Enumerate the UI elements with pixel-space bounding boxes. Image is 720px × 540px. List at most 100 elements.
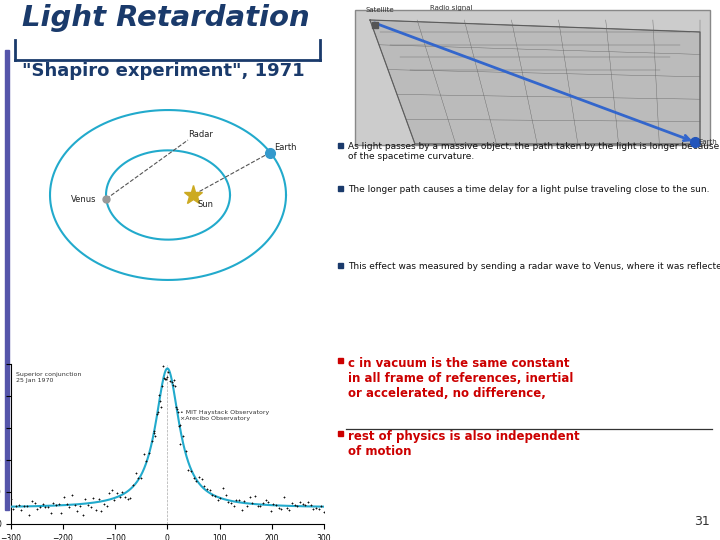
Point [40,503,51,511]
Point [238,496,250,505]
Point [69,501,81,509]
Point [159,374,171,383]
Bar [338,143,343,148]
Point [93,495,104,504]
Point [143,449,155,457]
Point [35,503,46,511]
Point [117,488,128,496]
Point [244,492,256,501]
Point [50,501,62,509]
Point [222,497,234,506]
Point [61,500,73,509]
Point [279,493,290,502]
Point [233,496,245,505]
Point [140,456,152,465]
Point [202,484,213,493]
Point [169,382,181,390]
Point [217,484,229,492]
Point [287,498,298,507]
Text: Sun: Sun [198,200,214,209]
Point [155,402,166,411]
Polygon shape [370,20,700,144]
Bar [5,50,9,510]
Point [150,431,161,440]
Point [175,421,186,429]
Point [177,432,189,441]
Point [262,498,274,507]
Point [45,508,56,517]
Point [8,504,19,513]
Point [210,492,221,501]
Point [16,506,27,515]
Point [220,491,231,500]
Point [257,499,269,508]
Point [157,362,168,370]
Point [106,486,117,495]
Bar [338,263,343,268]
Point [297,500,308,508]
Bar [355,10,710,145]
Text: Radio signal: Radio signal [430,5,472,11]
Text: Radar: Radar [188,130,213,139]
Point [196,475,207,483]
Text: Satellite: Satellite [365,7,394,13]
Bar [338,431,343,436]
Point [164,376,176,385]
Point [241,502,253,510]
Point [284,505,295,514]
Point [158,374,170,382]
Point [193,473,204,482]
Text: Light Retardation: Light Retardation [22,4,310,32]
Point [173,408,184,417]
Point [207,490,218,499]
Point [310,504,322,512]
Point [127,480,139,489]
Point [165,359,176,368]
Point [174,422,185,430]
Point [29,499,40,508]
Point [114,492,125,501]
Text: Superior conjunction
25 Jan 1970: Superior conjunction 25 Jan 1970 [16,372,81,383]
Point [289,501,300,510]
Point [294,498,306,507]
Point [260,496,271,504]
Point [163,367,174,376]
Text: • MIT Haystack Observatory
×Arecibo Observatory: • MIT Haystack Observatory ×Arecibo Obse… [181,410,270,421]
Point [318,508,330,516]
Point [212,496,223,504]
Point [307,505,319,514]
Point [171,402,182,411]
Point [132,474,144,483]
Point [27,497,38,506]
Point [77,510,89,519]
Point [71,507,83,516]
Point [156,382,168,390]
Text: Venus: Venus [71,195,96,204]
Point [58,493,70,502]
Text: As light passes by a massive object, the path taken by the light is longer becau: As light passes by a massive object, the… [348,142,719,161]
Point [109,495,120,504]
Point [185,467,197,475]
Point [87,493,99,502]
Point [225,499,237,508]
Point [161,373,174,381]
Point [153,391,164,400]
Point [166,378,178,387]
Point [215,494,226,503]
Point [138,450,150,458]
Point [167,380,179,389]
Point [120,492,131,501]
Text: "Shapiro experiment", 1971: "Shapiro experiment", 1971 [22,62,305,80]
Point [90,506,102,515]
Text: This effect was measured by sending a radar wave to Venus, where it was reflecte: This effect was measured by sending a ra… [348,262,720,271]
Point [313,505,325,514]
Point [74,502,86,510]
Point [300,500,311,509]
Point [42,503,54,511]
Point [5,494,17,503]
Point [204,485,215,494]
Point [271,501,282,510]
Point [32,505,43,514]
Text: Earth: Earth [698,139,716,145]
Point [10,502,22,511]
